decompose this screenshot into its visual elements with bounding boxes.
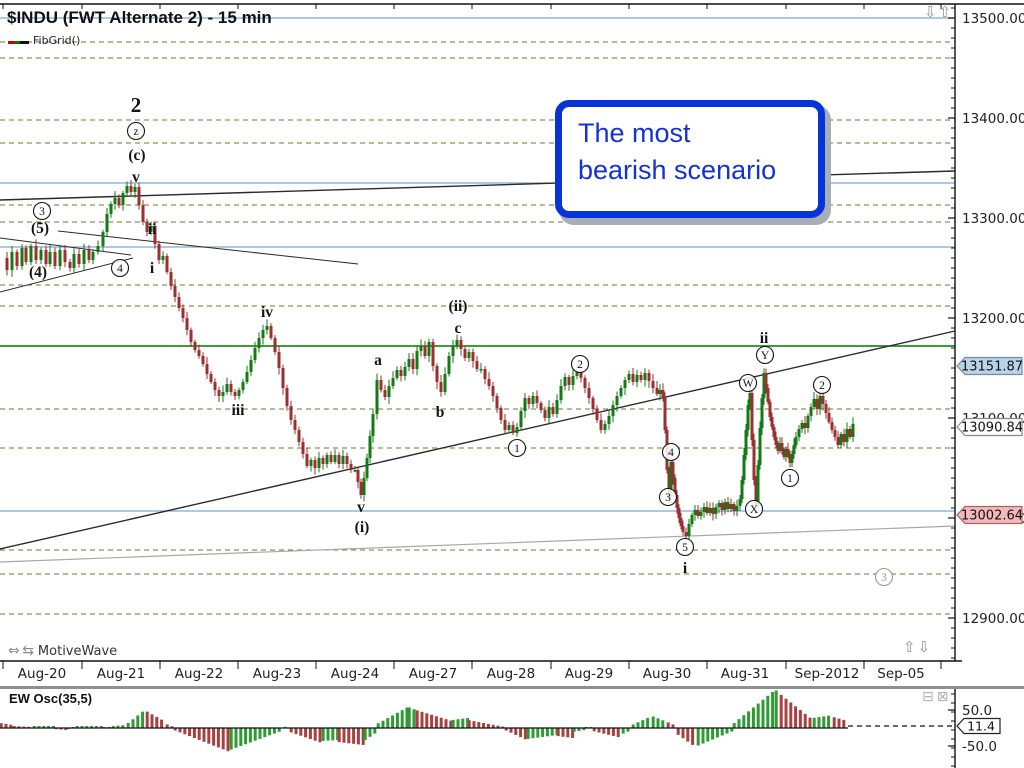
svg-text:iii: iii	[232, 402, 246, 419]
svg-text:Sep-2012: Sep-2012	[795, 666, 860, 682]
svg-text:a: a	[374, 352, 382, 369]
symbol-title: $INDU (FWT Alternate 2) - 15 min	[7, 8, 272, 27]
brand-arrows-icon: ⇔ ⇆	[8, 643, 34, 659]
svg-text:Sep-05: Sep-05	[877, 666, 925, 682]
oscillator-title: EW Osc(35,5)	[9, 691, 93, 706]
svg-text:Aug-27: Aug-27	[409, 666, 457, 682]
price-axis-labels: 13500.0013400.0013300.0013200.0013100.00…	[962, 11, 1024, 627]
svg-text:ii: ii	[148, 221, 157, 238]
svg-text:13200.00: 13200.00	[962, 311, 1024, 327]
svg-text:Aug-28: Aug-28	[487, 666, 535, 682]
scroll-up-icon[interactable]: ⇧	[903, 638, 918, 656]
svg-text:Aug-21: Aug-21	[97, 666, 145, 682]
callout-text-line1: The most	[578, 118, 691, 148]
svg-text:Y: Y	[761, 350, 770, 362]
svg-text:3: 3	[665, 492, 671, 504]
svg-text:13002.64: 13002.64	[961, 509, 1023, 524]
svg-text:13300.00: 13300.00	[962, 211, 1024, 227]
svg-text:50.0: 50.0	[962, 703, 992, 719]
svg-text:Aug-22: Aug-22	[175, 666, 223, 682]
svg-text:Aug-30: Aug-30	[643, 666, 691, 682]
svg-text:4: 4	[668, 447, 674, 459]
svg-text:ii: ii	[760, 330, 769, 347]
horizontal-level-lines	[0, 17, 955, 512]
oscillator-axis-labels: 50.0 -50.0 11.4	[948, 703, 1001, 755]
axis-frame	[0, 3, 1024, 768]
svg-text:11.4: 11.4	[967, 719, 995, 734]
svg-text:b: b	[436, 404, 445, 421]
svg-text:Aug-31: Aug-31	[721, 666, 769, 682]
svg-text:Aug-20: Aug-20	[18, 666, 66, 682]
svg-text:1: 1	[514, 443, 520, 455]
svg-text:13400.00: 13400.00	[962, 111, 1024, 127]
svg-text:v: v	[357, 499, 365, 516]
svg-text:Aug-23: Aug-23	[253, 666, 301, 682]
fibgrid-label: FibGrid()	[33, 34, 81, 47]
svg-text:5: 5	[682, 542, 688, 554]
svg-text:i: i	[150, 260, 155, 277]
svg-text:12900.00: 12900.00	[962, 611, 1024, 627]
collapse-panel-icon[interactable]: ⊟	[922, 689, 937, 705]
fibgrid-indicator-legend[interactable]: FibGrid()	[8, 34, 80, 47]
brand-name: MotiveWave	[37, 643, 118, 659]
date-axis-labels: Aug-20 Aug-21 Aug-22 Aug-23 Aug-24 Aug-27 Aug-…	[18, 666, 925, 682]
annotation-callout[interactable]: The most bearish scenario	[555, 100, 825, 218]
svg-text:3: 3	[39, 206, 45, 218]
svg-text:v: v	[132, 169, 140, 186]
svg-text:-50.0: -50.0	[962, 739, 997, 755]
scroll-down-icon[interactable]: ⇩	[917, 638, 933, 656]
svg-text:c: c	[455, 320, 462, 337]
fibgrid-legend-icon	[8, 34, 29, 47]
svg-text:(5): (5)	[31, 220, 49, 237]
svg-text:13151.87: 13151.87	[961, 360, 1023, 375]
svg-text:4: 4	[117, 263, 123, 275]
svg-text:(i): (i)	[355, 519, 370, 536]
candlestick-series	[5, 179, 855, 542]
svg-text:z: z	[133, 126, 138, 138]
scroll-up-icon[interactable]: ⇧	[938, 3, 954, 21]
svg-text:W: W	[743, 378, 754, 390]
svg-text:iv: iv	[261, 304, 273, 321]
close-panel-icon[interactable]: ⊠	[936, 689, 952, 705]
callout-text-line2: bearish scenario	[578, 155, 777, 185]
svg-text:i: i	[683, 560, 688, 577]
oscillator-histogram	[0, 690, 955, 752]
svg-text:13090.84: 13090.84	[961, 421, 1023, 436]
svg-text:2: 2	[819, 380, 825, 392]
price-badges: 13151.87 13090.84 13002.64	[956, 356, 1023, 525]
scroll-down-icon[interactable]: ⇩	[924, 3, 939, 21]
motivewave-branding: ⇔ ⇆ MotiveWave	[8, 643, 117, 659]
svg-text:(c): (c)	[128, 147, 145, 164]
svg-text:X: X	[750, 504, 759, 516]
svg-text:Aug-24: Aug-24	[331, 666, 379, 682]
svg-text:2: 2	[131, 93, 142, 117]
svg-text:Aug-29: Aug-29	[565, 666, 613, 682]
svg-text:1: 1	[787, 473, 793, 485]
svg-text:2: 2	[577, 359, 583, 371]
svg-text:3: 3	[881, 572, 887, 584]
svg-text:(4): (4)	[29, 264, 47, 281]
svg-text:(ii): (ii)	[449, 298, 468, 315]
svg-text:13500.00: 13500.00	[962, 11, 1024, 27]
